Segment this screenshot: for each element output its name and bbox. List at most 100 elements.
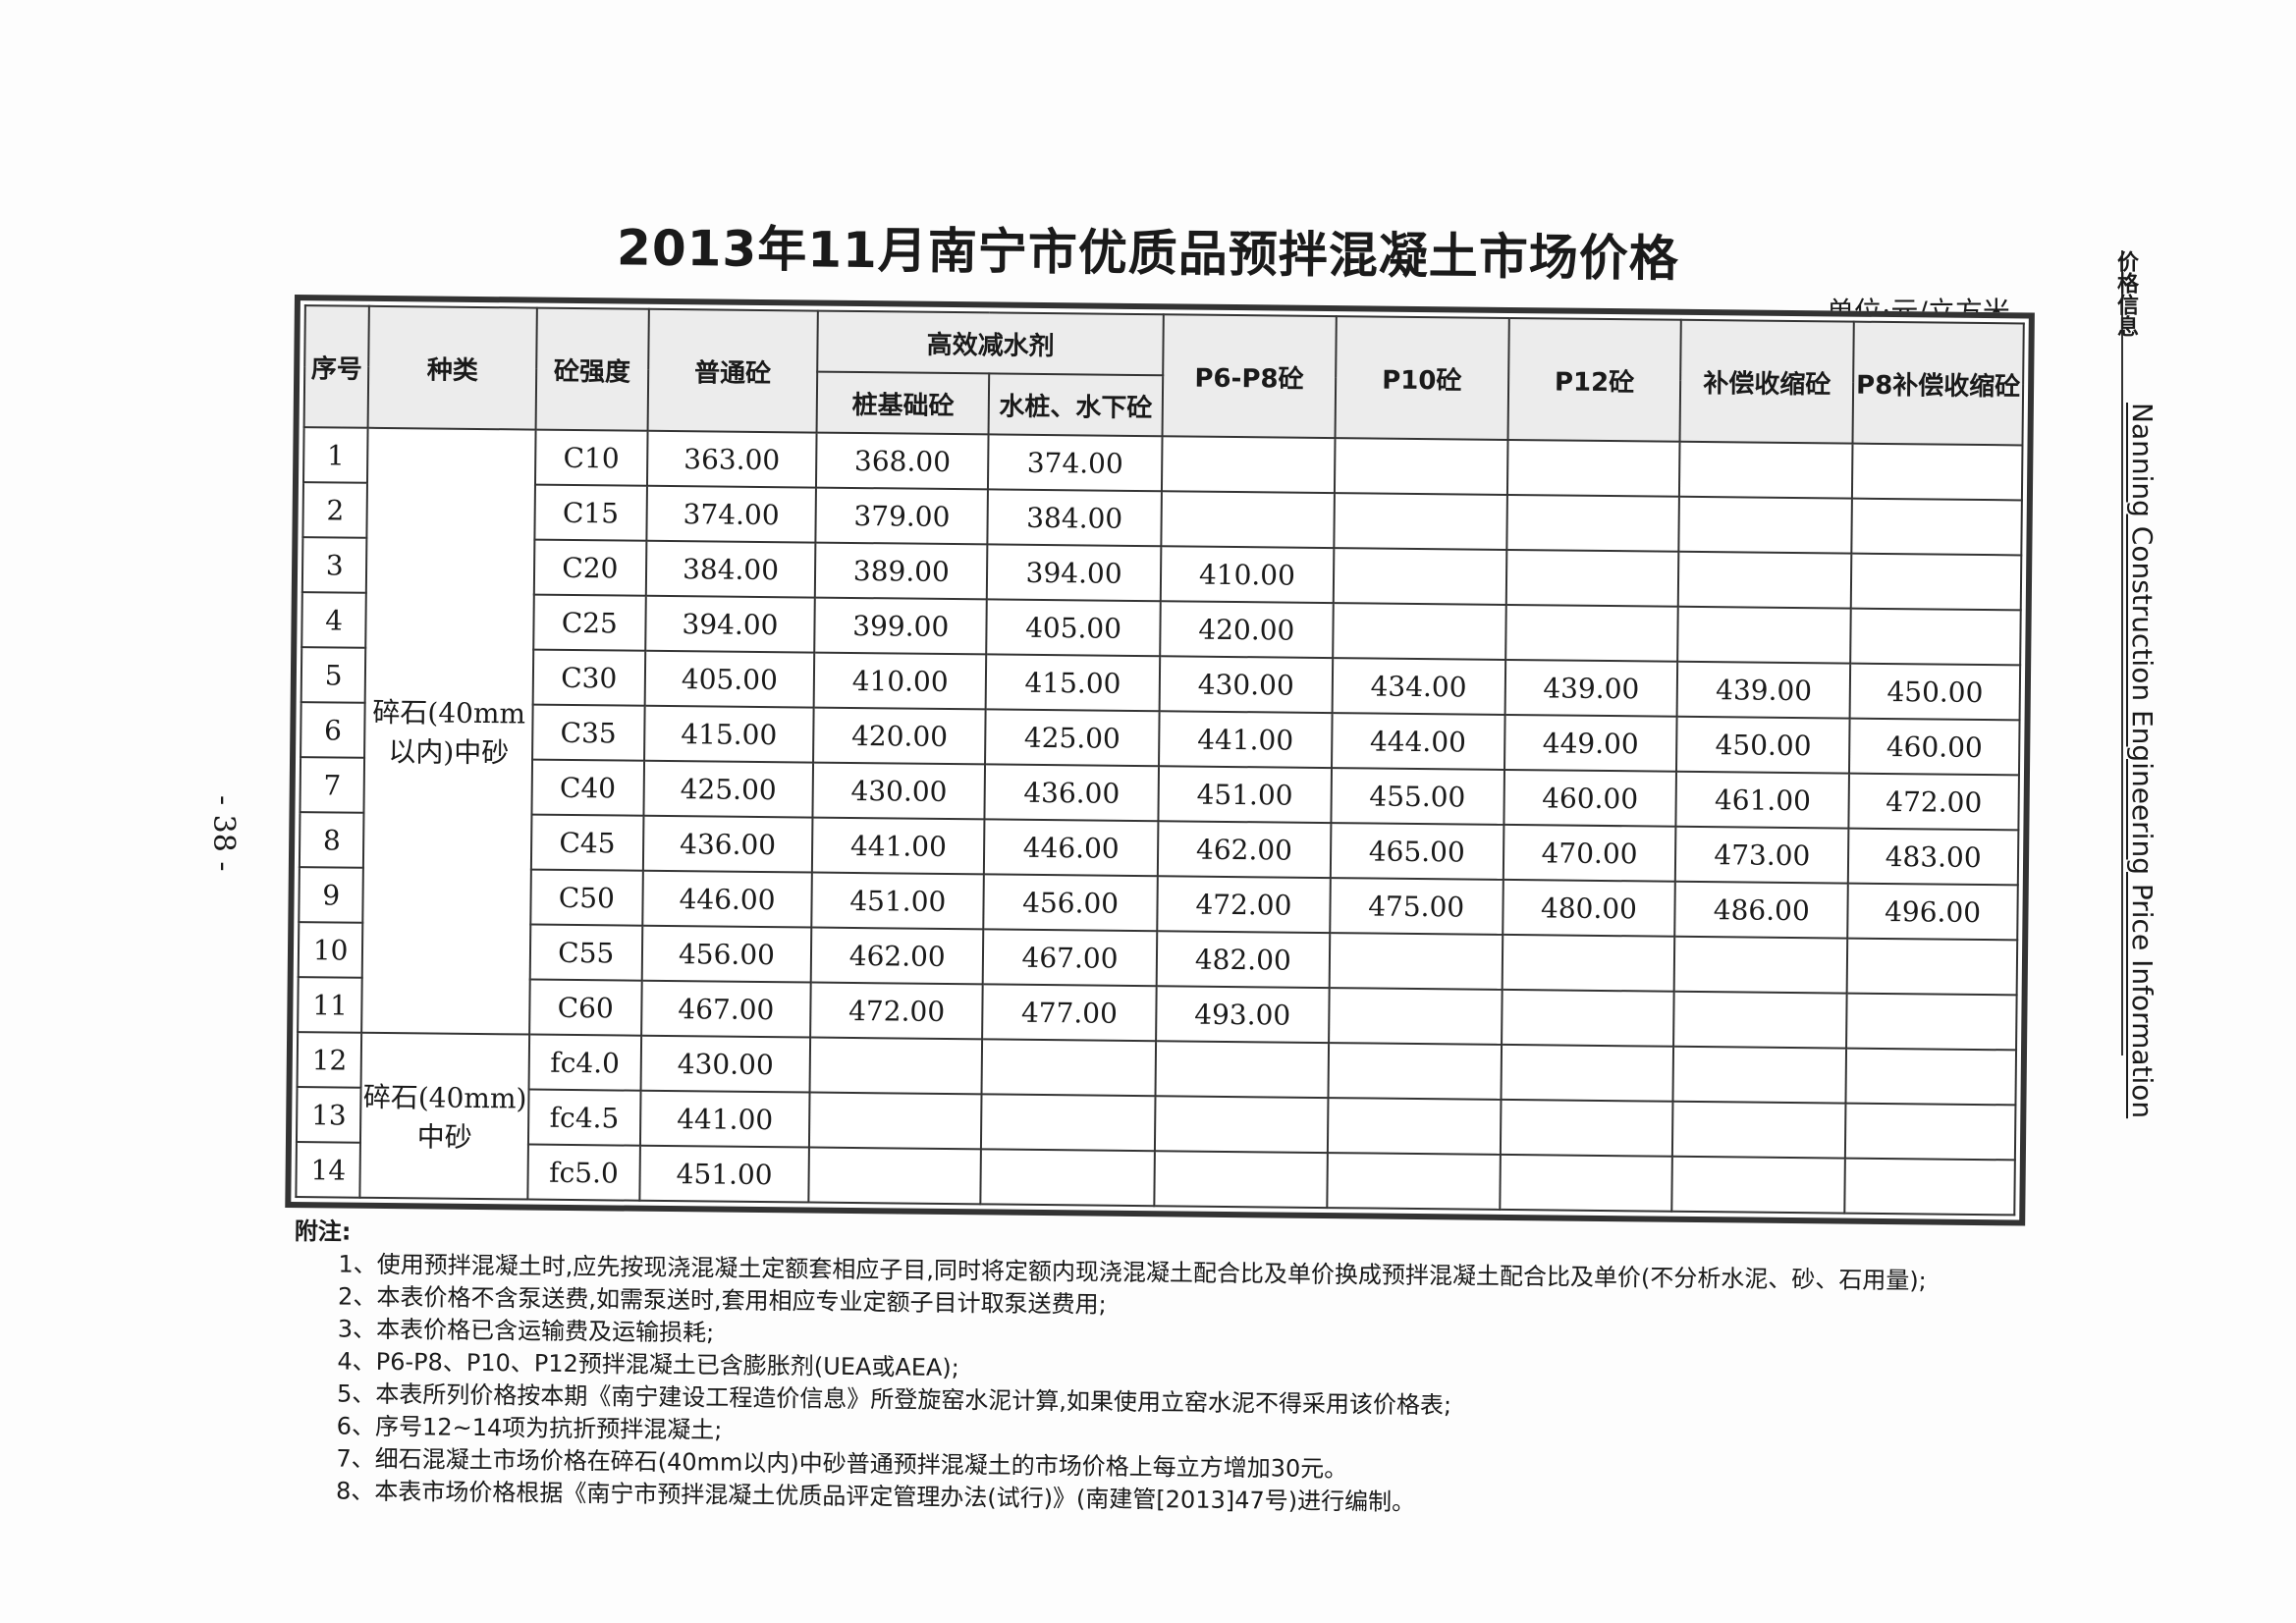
- seq-cell: 2: [302, 482, 368, 538]
- price-cell: 410.00: [1160, 546, 1335, 604]
- side-divider: [2121, 250, 2123, 1055]
- price-cell: 467.00: [640, 980, 812, 1038]
- price-cell: [1672, 1101, 1846, 1159]
- header-p12: P12砼: [1507, 317, 1682, 442]
- price-cell: 430.00: [812, 762, 986, 820]
- price-cell: 420.00: [813, 707, 986, 765]
- price-cell: 475.00: [1330, 878, 1503, 935]
- price-cell: [1499, 1154, 1673, 1212]
- price-cell: [1505, 494, 1680, 552]
- price-cell: 405.00: [986, 599, 1161, 657]
- price-cell: 441.00: [812, 817, 985, 875]
- price-cell: [1850, 608, 2021, 666]
- header-group: 高效减水剂: [817, 310, 1164, 376]
- price-cell: 394.00: [644, 595, 816, 653]
- price-cell: 449.00: [1503, 714, 1677, 772]
- price-cell: 363.00: [646, 430, 817, 488]
- price-cell: [1671, 1156, 1846, 1214]
- price-cell: 483.00: [1847, 828, 2019, 886]
- price-cell: [981, 1094, 1156, 1152]
- grade-cell: C45: [530, 814, 644, 871]
- header-p6p8: P6-P8砼: [1162, 314, 1337, 439]
- price-cell: 425.00: [985, 709, 1160, 767]
- price-cell: 425.00: [643, 760, 814, 818]
- header-p8comp: P8补偿收缩砼: [1852, 321, 2024, 446]
- price-cell: 374.00: [988, 434, 1163, 492]
- grade-cell: C50: [530, 869, 643, 926]
- header-type: 种类: [367, 305, 537, 430]
- price-cell: 441.00: [639, 1090, 810, 1148]
- grade-cell: C15: [534, 484, 647, 541]
- price-cell: [1154, 1151, 1328, 1209]
- price-cell: [1846, 993, 2017, 1051]
- price-cell: 456.00: [983, 874, 1158, 932]
- seq-cell: 10: [298, 922, 363, 978]
- price-cell: 480.00: [1502, 879, 1676, 937]
- grade-cell: C20: [533, 539, 646, 596]
- price-cell: [1327, 1153, 1501, 1210]
- grade-cell: fc4.0: [528, 1034, 641, 1091]
- notes: 附注: 1、使用预拌混凝土时,应先按现浇混凝土定额套相应子目,同时将定额内现浇混…: [292, 1216, 1927, 1524]
- header-water: 水桩、水下砼: [988, 373, 1164, 437]
- type-cell: 碎石(40mm以内)中砂: [361, 427, 536, 1035]
- header-seq: 序号: [303, 305, 370, 428]
- price-cell: 439.00: [1504, 659, 1678, 717]
- price-cell: [1852, 443, 2023, 501]
- price-cell: 482.00: [1156, 931, 1331, 989]
- seq-cell: 1: [302, 427, 368, 483]
- price-cell: 384.00: [987, 489, 1162, 547]
- price-cell: 473.00: [1675, 826, 1849, 884]
- price-table: 序号 种类 砼强度 普通砼 高效减水剂 P6-P8砼 P10砼 P12砼 补偿收…: [285, 295, 2035, 1226]
- price-cell: [1672, 1046, 1847, 1104]
- price-cell: 456.00: [641, 925, 812, 983]
- seq-cell: 3: [301, 537, 367, 593]
- side-label-en: Nanning Construction Engineering Price I…: [2126, 403, 2159, 1119]
- price-cell: [1505, 549, 1679, 607]
- seq-cell: 13: [296, 1087, 361, 1143]
- price-cell: [1161, 436, 1336, 494]
- price-cell: 486.00: [1674, 881, 1848, 939]
- price-cell: [1674, 936, 1848, 994]
- price-cell: 493.00: [1156, 986, 1330, 1044]
- price-cell: 436.00: [984, 764, 1159, 822]
- price-cell: [809, 1037, 983, 1095]
- price-cell: 472.00: [1157, 876, 1331, 934]
- price-cell: [1332, 603, 1506, 660]
- price-cell: [1161, 491, 1335, 549]
- seq-cell: 7: [300, 757, 365, 813]
- price-cell: [1501, 989, 1675, 1047]
- price-cell: [1678, 496, 1853, 554]
- price-cell: 455.00: [1331, 768, 1504, 825]
- price-cell: 394.00: [986, 544, 1162, 602]
- price-cell: 461.00: [1675, 771, 1850, 829]
- price-cell: [1679, 441, 1853, 499]
- price-cell: 446.00: [984, 819, 1159, 877]
- price-cell: [1678, 551, 1852, 609]
- seq-cell: 5: [301, 647, 366, 703]
- price-cell: [1334, 493, 1507, 550]
- side-label: 价格信息: [2113, 250, 2138, 337]
- grade-cell: C25: [533, 594, 646, 651]
- price-cell: 462.00: [1157, 821, 1332, 879]
- price-cell: 389.00: [815, 542, 988, 600]
- price-cell: [1328, 988, 1503, 1045]
- seq-cell: 6: [301, 702, 365, 758]
- price-cell: 470.00: [1503, 824, 1676, 882]
- price-cell: 384.00: [645, 540, 816, 598]
- price-cell: [1677, 606, 1851, 664]
- price-cell: 465.00: [1330, 823, 1503, 880]
- price-cell: [1154, 1096, 1329, 1154]
- price-cell: [1155, 1041, 1329, 1099]
- price-cell: 450.00: [1676, 716, 1850, 774]
- price-cell: 430.00: [640, 1035, 811, 1093]
- seq-cell: 8: [299, 812, 364, 868]
- price-cell: [1504, 604, 1679, 662]
- header-pile: 桩基础砼: [816, 371, 990, 435]
- header-comp: 补偿收缩砼: [1679, 319, 1854, 444]
- grade-cell: C35: [532, 704, 645, 761]
- price-cell: 379.00: [815, 487, 989, 545]
- price-cell: [1506, 439, 1680, 497]
- price-cell: [1846, 938, 2018, 996]
- price-cell: 430.00: [1159, 656, 1333, 714]
- price-cell: [1844, 1158, 2015, 1216]
